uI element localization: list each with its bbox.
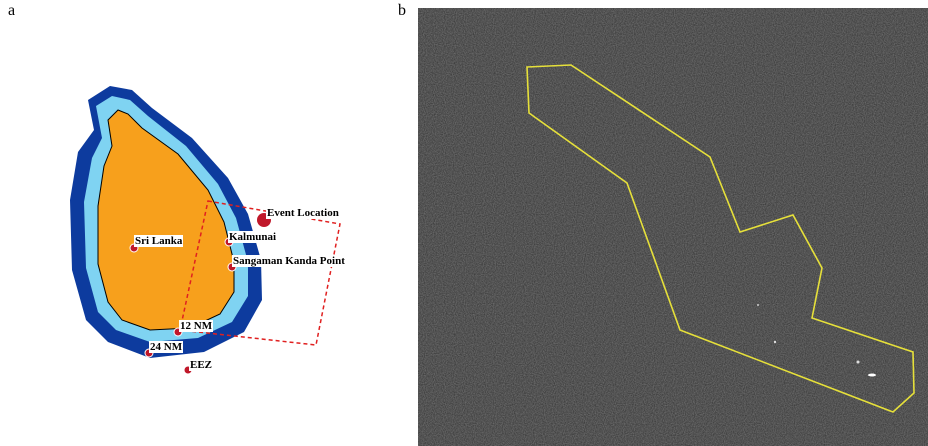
map-label: 24 NM	[149, 341, 183, 353]
figure: a b Event Location Sri Lanka Kalmunai Sa…	[0, 0, 928, 446]
bright-target	[868, 374, 876, 377]
bright-target	[857, 361, 860, 364]
figure-graphics	[0, 0, 928, 446]
map-label: Sangaman Kanda Point	[232, 255, 346, 267]
bright-target	[774, 341, 776, 343]
panel-label: a	[8, 2, 15, 20]
map-label: 12 NM	[179, 320, 213, 332]
sar-texture	[418, 8, 928, 446]
panel-label: b	[398, 2, 406, 20]
map-label: Sri Lanka	[134, 235, 183, 247]
map-label: EEZ	[189, 359, 213, 371]
sar-panel	[418, 8, 928, 446]
bright-target	[757, 304, 759, 306]
map-label: Event Location	[266, 207, 340, 219]
map-label: Kalmunai	[228, 231, 277, 243]
